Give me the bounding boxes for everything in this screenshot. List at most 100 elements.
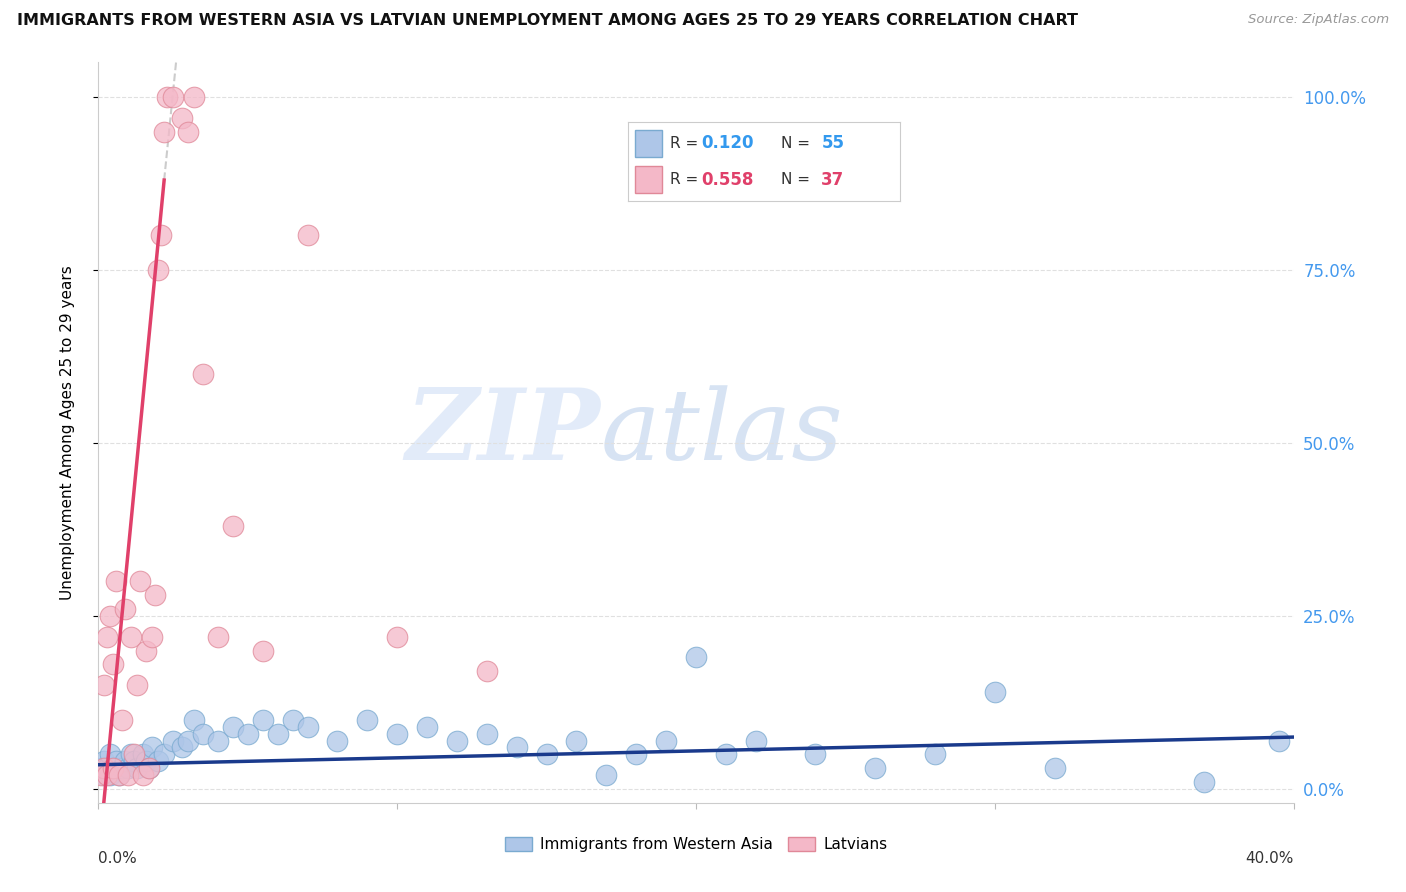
Point [127,678,149,692]
Text: 0.0%: 0.0% [98,851,138,866]
Point [191,367,214,381]
Point [114,754,136,768]
Point [135,643,157,657]
Point [141,740,163,755]
Point [536,747,558,762]
Point [475,726,498,740]
Point [297,720,319,734]
Point [138,761,160,775]
Point [222,519,245,533]
Text: N =: N = [780,136,810,151]
Point [475,665,498,679]
Point [745,733,768,747]
Point [105,574,128,589]
Point [385,726,409,740]
Point [148,263,170,277]
Point [96,630,118,644]
Text: ZIP: ZIP [405,384,600,481]
Point [98,747,122,762]
Point [90,768,112,782]
Point [153,125,176,139]
Point [183,713,205,727]
Point [117,761,139,775]
Point [141,630,163,644]
Point [267,726,290,740]
Point [93,754,115,768]
Point [356,713,378,727]
Text: N =: N = [780,172,810,187]
Text: 0.120: 0.120 [702,135,754,153]
Point [98,609,122,624]
Point [103,761,125,775]
Point [105,754,128,768]
Point [120,630,142,644]
Point [129,574,152,589]
Point [103,761,125,775]
Point [236,726,259,740]
Point [124,747,146,762]
Point [98,768,122,782]
Text: atlas: atlas [600,385,844,480]
Y-axis label: Unemployment Among Ages 25 to 29 years: Unemployment Among Ages 25 to 29 years [60,265,75,600]
Point [162,90,184,104]
Point [385,630,409,644]
Point [120,747,142,762]
Point [132,768,155,782]
Point [150,228,173,243]
Point [124,754,146,768]
Text: 0.558: 0.558 [702,170,754,189]
Point [177,733,200,747]
Point [207,733,229,747]
Text: R =: R = [671,136,699,151]
Point [93,768,115,782]
Point [127,761,149,775]
Point [111,761,134,775]
Point [132,747,155,762]
Point [281,713,304,727]
Point [96,768,118,782]
Point [1192,775,1215,789]
Point [416,720,439,734]
Point [565,733,588,747]
Point [191,726,214,740]
Point [506,740,529,755]
Point [1267,733,1289,747]
Text: R =: R = [671,172,699,187]
Point [252,713,274,727]
Point [714,747,737,762]
Point [685,650,707,665]
Text: 40.0%: 40.0% [1246,851,1294,866]
Point [108,768,131,782]
Point [252,643,274,657]
Point [595,768,617,782]
Point [865,761,887,775]
Point [108,768,131,782]
Point [177,125,200,139]
Text: 55: 55 [821,135,845,153]
Point [924,747,946,762]
Text: Source: ZipAtlas.com: Source: ZipAtlas.com [1249,13,1389,27]
Point [148,754,170,768]
Point [222,720,245,734]
Point [135,754,157,768]
Point [143,588,166,602]
Point [172,740,194,755]
FancyBboxPatch shape [634,167,662,194]
Point [114,602,136,616]
Point [804,747,827,762]
Text: 37: 37 [821,170,845,189]
Point [103,657,125,672]
Point [93,678,115,692]
Point [90,761,112,775]
Point [172,111,194,125]
Point [153,747,176,762]
Text: IMMIGRANTS FROM WESTERN ASIA VS LATVIAN UNEMPLOYMENT AMONG AGES 25 TO 29 YEARS C: IMMIGRANTS FROM WESTERN ASIA VS LATVIAN … [17,13,1078,29]
Point [117,768,139,782]
Point [1043,761,1066,775]
FancyBboxPatch shape [634,130,662,157]
Point [156,90,179,104]
Legend: Immigrants from Western Asia, Latvians: Immigrants from Western Asia, Latvians [499,830,893,858]
Point [326,733,349,747]
Point [446,733,468,747]
Point [96,761,118,775]
